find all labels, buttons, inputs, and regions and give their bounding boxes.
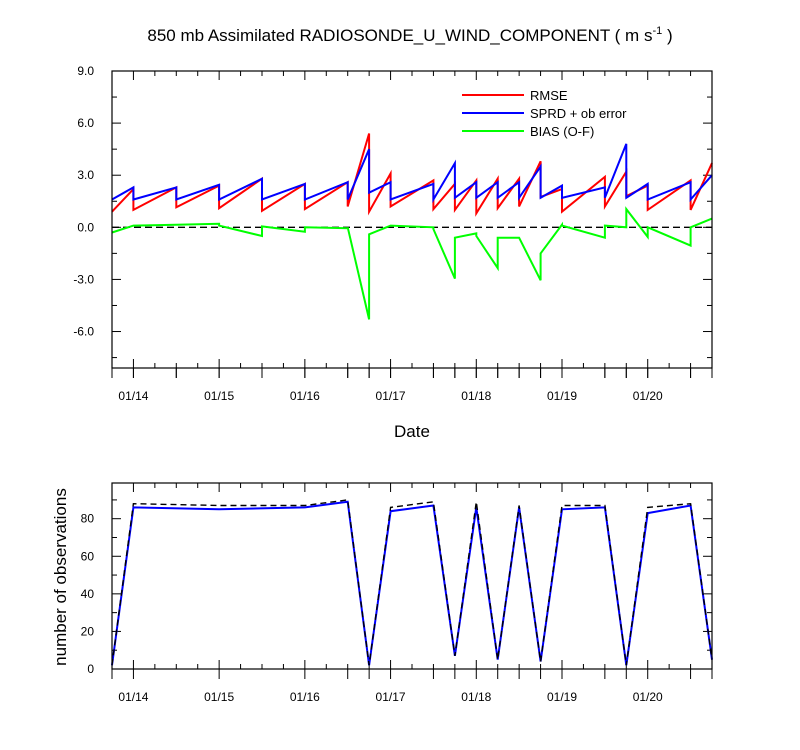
x-tick-label: 01/15	[204, 690, 234, 704]
x-tick-label: 01/17	[376, 389, 406, 403]
x-tick-label: 01/16	[290, 389, 320, 403]
y-tick-label: 80	[81, 512, 95, 526]
y-tick-label: 0	[87, 662, 94, 676]
y-tick-label: 60	[81, 549, 95, 563]
y-tick-label: 6.0	[77, 116, 94, 130]
y-tick-label: -3.0	[73, 272, 94, 286]
top-plot-frame	[111, 70, 713, 369]
legend-label: BIAS (O-F)	[530, 124, 594, 139]
series-line-bias-o-f	[111, 206, 713, 320]
x-tick-label: 01/15	[204, 389, 234, 403]
y-tick-label: -6.0	[73, 325, 94, 339]
x-axis-title: Date	[394, 422, 430, 441]
y-axis-title: number of observations	[51, 488, 70, 666]
top-axes: 9.0 6.0 3.0 0.0 -3.0 -6.0 01/14 01/15 01/16 01/17…	[73, 64, 713, 403]
x-tick-label: 01/17	[376, 690, 406, 704]
x-tick-label: 01/18	[461, 389, 491, 403]
x-tick-label: 01/19	[547, 690, 577, 704]
x-tick-label: 01/20	[633, 389, 663, 403]
title-superscript: -1	[652, 25, 662, 37]
bottom-plot-frame	[111, 482, 713, 670]
x-tick-label: 01/20	[633, 690, 663, 704]
series-line-rmse	[111, 133, 713, 217]
series-line-assimilated	[111, 500, 713, 666]
bottom-series-group	[111, 499, 713, 666]
chart-title: 850 mb Assimilated RADIOSONDE_U_WIND_COM…	[147, 25, 672, 45]
x-tick-label: 01/19	[547, 389, 577, 403]
top-series-group	[111, 133, 713, 320]
legend-label: SPRD + ob error	[530, 106, 627, 121]
legend-label: RMSE	[530, 88, 568, 103]
y-tick-label: 40	[81, 587, 95, 601]
top-chart: 850 mb Assimilated RADIOSONDE_U_WIND_COM…	[73, 25, 713, 441]
y-tick-label: 3.0	[77, 168, 94, 182]
y-tick-label: 20	[81, 624, 95, 638]
bottom-chart: 0 20 40 60 80 01/14 01/15 01/16 01/17 01/18 01/19 0…	[51, 482, 713, 704]
x-tick-label: 01/14	[118, 690, 148, 704]
x-tick-label: 01/14	[118, 389, 148, 403]
y-tick-label: 9.0	[77, 64, 94, 78]
bottom-axes: 0 20 40 60 80 01/14 01/15 01/16 01/17 01/18 01/19 0…	[81, 483, 713, 704]
x-tick-label: 01/16	[290, 690, 320, 704]
series-line-sprd-ob-error	[111, 143, 713, 204]
legend: RMSE SPRD + ob error BIAS (O-F)	[462, 88, 627, 139]
x-tick-label: 01/18	[461, 690, 491, 704]
y-tick-label: 0.0	[77, 220, 94, 234]
series-line-possible	[111, 499, 713, 666]
